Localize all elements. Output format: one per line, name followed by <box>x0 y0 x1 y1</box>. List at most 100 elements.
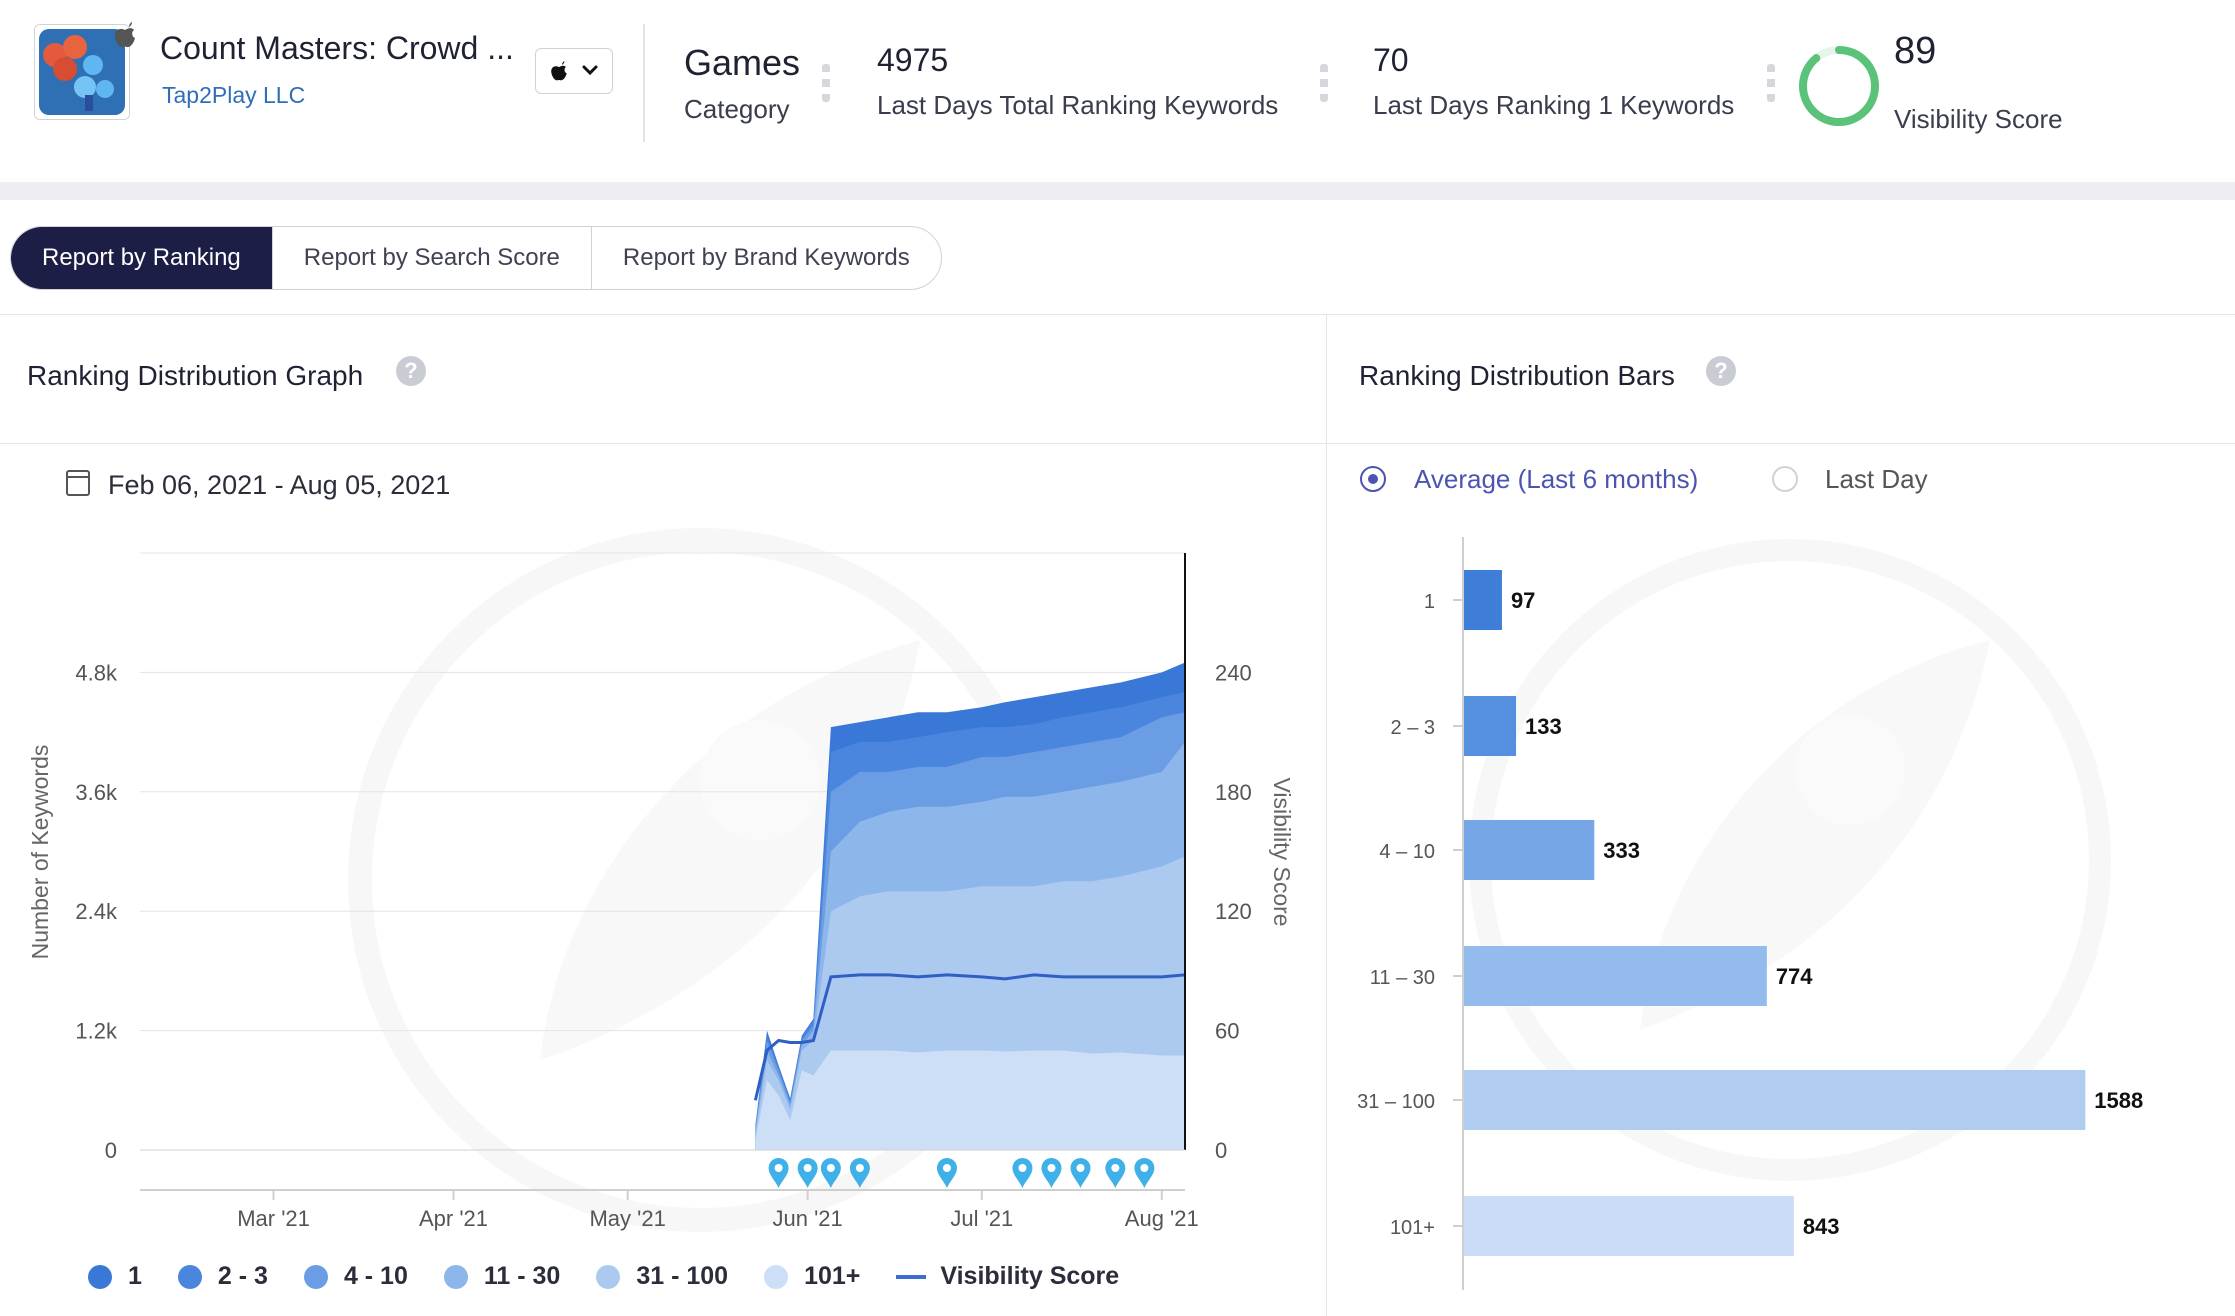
legend-label: 31 - 100 <box>636 1262 729 1290</box>
tab-report-by-ranking[interactable]: Report by Ranking <box>11 227 272 289</box>
ranking-distribution-bars: 1 97 2 – 3 133 4 – 10 333 11 – 30 774 31 – 100 15… <box>1357 537 2143 1290</box>
help-icon[interactable]: ? <box>1706 356 1736 386</box>
tab-report-by-search-score[interactable]: Report by Search Score <box>271 227 591 289</box>
bar-value-label: 333 <box>1603 838 1640 863</box>
radio-average[interactable] <box>1360 466 1386 492</box>
legend-dot <box>596 1264 621 1289</box>
visibility-score-ring <box>1799 46 1879 126</box>
stacked-area-layers <box>755 662 1185 1150</box>
event-marker-dot <box>826 1164 835 1172</box>
metric-separator <box>822 64 830 102</box>
event-marker-pin-icon[interactable] <box>1041 1158 1062 1188</box>
legend-dot <box>177 1264 202 1289</box>
radio-last-day[interactable] <box>1772 466 1798 492</box>
event-marker-dot <box>1076 1164 1085 1172</box>
radio-last-day-label[interactable]: Last Day <box>1825 464 1928 494</box>
legend-label: 2 - 3 <box>217 1262 268 1290</box>
bars-panel-title: Ranking Distribution Bars <box>1359 360 1675 391</box>
bar-value-label: 843 <box>1803 1214 1840 1239</box>
x-tick-label: Apr '21 <box>419 1206 488 1231</box>
store-select[interactable] <box>535 48 613 94</box>
panel-divider <box>1326 314 1327 1316</box>
bar-value-label: 133 <box>1525 714 1562 739</box>
visibility-score-value: 89 <box>1894 30 1937 72</box>
event-marker-pin-icon[interactable] <box>1012 1158 1033 1188</box>
y2-tick-label: 180 <box>1215 780 1252 805</box>
legend-item-2-3[interactable]: 2 - 3 <box>177 1262 268 1291</box>
total-keywords-label: Last Days Total Ranking Keywords <box>877 90 1279 120</box>
event-marker-dot <box>1111 1164 1120 1172</box>
apple-icon <box>551 61 567 81</box>
bar[interactable] <box>1464 570 1502 630</box>
bar[interactable] <box>1464 820 1595 880</box>
x-tick-label: May '21 <box>589 1206 665 1231</box>
bar[interactable] <box>1464 946 1767 1006</box>
app-title: Count Masters: Crowd ... <box>160 30 514 66</box>
developer-link[interactable]: Tap2Play LLC <box>162 82 306 108</box>
event-marker-pin-icon[interactable] <box>768 1158 789 1188</box>
calendar-icon[interactable] <box>66 470 90 496</box>
legend-dot <box>764 1264 789 1289</box>
event-marker-pin-icon[interactable] <box>820 1158 841 1188</box>
bar[interactable] <box>1464 1196 1794 1256</box>
help-icon[interactable]: ? <box>396 356 426 386</box>
event-marker-pin-icon[interactable] <box>1134 1158 1155 1188</box>
legend-item-31-100[interactable]: 31 - 100 <box>596 1262 728 1291</box>
y-tick-label: 2.4k <box>75 899 118 924</box>
bar-category-label: 2 – 3 <box>1391 717 1435 739</box>
bar-category-label: 1 <box>1424 591 1435 613</box>
total-keywords-value: 4975 <box>877 42 949 78</box>
event-marker-pin-icon[interactable] <box>797 1158 818 1188</box>
legend-item-visibility-score[interactable]: Visibility Score <box>896 1262 1119 1291</box>
event-marker-pin-icon[interactable] <box>1070 1158 1091 1188</box>
bar[interactable] <box>1464 1070 2086 1130</box>
y-axis-label: Number of Keywords <box>27 745 53 960</box>
bar-category-label: 101+ <box>1390 1217 1435 1239</box>
radio-average-label[interactable]: Average (Last 6 months) <box>1414 464 1699 494</box>
visibility-score-line <box>753 973 1186 1101</box>
graph-panel-title: Ranking Distribution Graph <box>27 360 364 391</box>
rank1-keywords-label: Last Days Ranking 1 Keywords <box>1373 90 1735 120</box>
event-marker-pin-icon[interactable] <box>936 1158 957 1188</box>
area-series-101+ <box>755 1050 1185 1150</box>
y2-tick-label: 0 <box>1215 1138 1227 1163</box>
bar-value-label: 1588 <box>2094 1088 2143 1113</box>
legend-item-4-10[interactable]: 4 - 10 <box>303 1262 408 1291</box>
event-marker-dot <box>1047 1164 1056 1172</box>
event-marker-pin-icon[interactable] <box>849 1158 870 1188</box>
x-tick-label: Jun '21 <box>773 1206 843 1231</box>
x-tick-label: Jul '21 <box>950 1206 1013 1231</box>
app-icon-art <box>35 25 129 119</box>
category-value: Games <box>684 42 801 83</box>
bar[interactable] <box>1464 696 1517 756</box>
ranking-distribution-graph: 0 0 1.2k 60 2.4k 120 3.6k 180 4.8k 240 Mar '21 Apr … <box>27 528 1295 1232</box>
event-marker-dot <box>803 1164 812 1172</box>
bar-value-label: 774 <box>1776 964 1813 989</box>
bar-value-label: 97 <box>1511 588 1535 613</box>
chart-legend: 1 2 - 3 4 - 10 11 - 30 31 - 100 101+ Vis… <box>88 1262 1155 1291</box>
event-marker-pin-icon[interactable] <box>1105 1158 1126 1188</box>
bar-category-label: 4 – 10 <box>1379 841 1435 863</box>
metric-separator <box>1320 64 1328 102</box>
event-marker-dot <box>1018 1164 1027 1172</box>
legend-label: Visibility Score <box>940 1262 1120 1290</box>
event-marker-dot <box>1140 1164 1149 1172</box>
x-tick-label: Mar '21 <box>237 1206 310 1231</box>
y2-tick-label: 120 <box>1215 899 1252 924</box>
date-range[interactable]: Feb 06, 2021 - Aug 05, 2021 <box>108 470 451 500</box>
legend-label: 101+ <box>804 1262 861 1290</box>
y2-tick-label: 60 <box>1215 1019 1239 1044</box>
header-divider <box>643 24 645 142</box>
event-marker-dot <box>942 1164 951 1172</box>
y-tick-label: 1.2k <box>75 1019 118 1044</box>
legend-dot <box>88 1264 112 1289</box>
app-icon[interactable] <box>34 24 130 120</box>
bar-category-label: 11 – 30 <box>1370 967 1435 989</box>
y-tick-label: 4.8k <box>75 660 118 685</box>
rank1-keywords-value: 70 <box>1373 42 1409 78</box>
chevron-down-icon <box>582 65 598 76</box>
tab-report-by-brand-keywords[interactable]: Report by Brand Keywords <box>590 227 941 289</box>
legend-item-101-plus[interactable]: 101+ <box>764 1262 860 1291</box>
legend-item-1[interactable]: 1 <box>88 1262 142 1291</box>
legend-item-11-30[interactable]: 11 - 30 <box>443 1262 560 1291</box>
